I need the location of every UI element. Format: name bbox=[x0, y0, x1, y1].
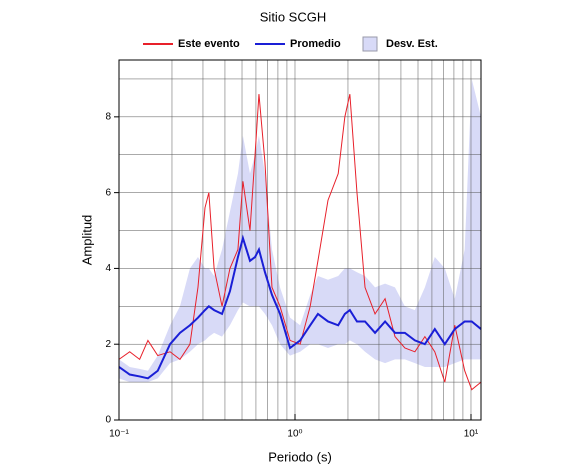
y-tick-label: 2 bbox=[105, 339, 111, 350]
series-line bbox=[118, 234, 482, 380]
y-axis-label: Amplitud bbox=[79, 215, 94, 266]
chart-title: Sitio SCGH bbox=[260, 9, 326, 24]
y-tick-label: 4 bbox=[105, 263, 111, 274]
y-tick-label: 6 bbox=[105, 187, 111, 198]
x-axis-label: Periodo (s) bbox=[268, 449, 332, 464]
y-tick-label: 8 bbox=[105, 111, 111, 122]
legend-label: Este evento bbox=[178, 38, 240, 50]
legend-label: Desv. Est. bbox=[386, 38, 438, 50]
legend-swatch bbox=[362, 36, 378, 52]
x-tick-label: 10⁻¹ bbox=[109, 429, 129, 440]
x-tick-label: 10¹ bbox=[464, 429, 479, 440]
plot-frame bbox=[118, 59, 482, 421]
legend-label: Promedio bbox=[290, 38, 341, 50]
series-line bbox=[118, 93, 482, 391]
y-tick-label: 0 bbox=[105, 415, 111, 426]
x-tick-label: 10⁰ bbox=[287, 429, 302, 440]
